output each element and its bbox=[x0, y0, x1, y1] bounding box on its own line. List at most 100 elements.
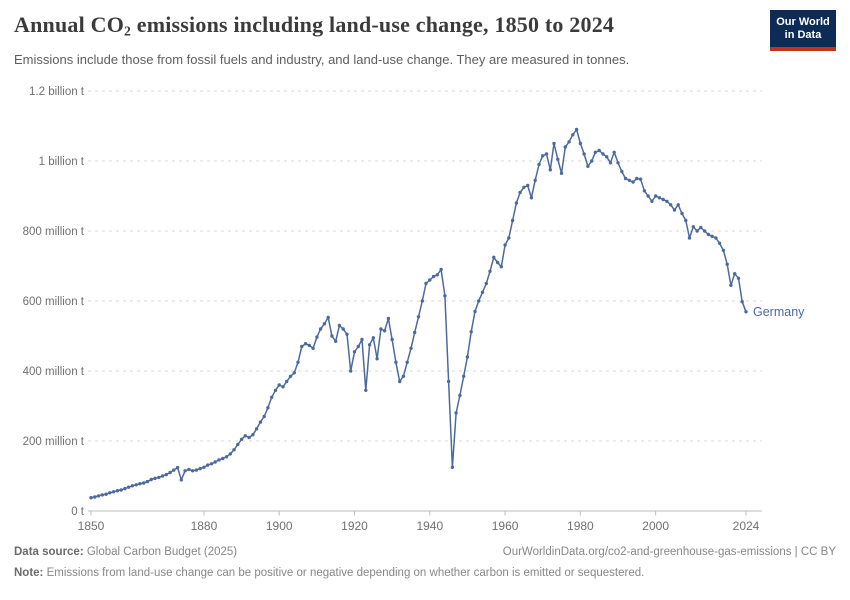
data-point[interactable] bbox=[375, 357, 379, 361]
data-point[interactable] bbox=[706, 232, 711, 237]
data-point[interactable] bbox=[356, 344, 360, 349]
data-point[interactable] bbox=[578, 141, 583, 146]
data-point[interactable] bbox=[126, 485, 131, 489]
data-point[interactable] bbox=[537, 162, 541, 167]
data-point[interactable] bbox=[104, 492, 108, 496]
data-point[interactable] bbox=[446, 379, 451, 384]
data-point[interactable] bbox=[695, 229, 699, 233]
data-point[interactable] bbox=[661, 197, 665, 202]
data-point[interactable] bbox=[631, 180, 635, 184]
data-point[interactable] bbox=[194, 468, 199, 472]
data-point[interactable] bbox=[416, 315, 421, 319]
data-point[interactable] bbox=[507, 236, 511, 240]
data-point[interactable] bbox=[665, 199, 669, 203]
data-point[interactable] bbox=[503, 243, 507, 247]
data-point[interactable] bbox=[541, 154, 545, 158]
data-point[interactable] bbox=[183, 469, 187, 473]
data-point[interactable] bbox=[115, 489, 120, 493]
data-point[interactable] bbox=[642, 189, 647, 193]
data-point[interactable] bbox=[367, 343, 372, 347]
data-point[interactable] bbox=[134, 483, 138, 487]
data-point[interactable] bbox=[601, 152, 605, 156]
data-point[interactable] bbox=[669, 203, 673, 207]
data-point[interactable] bbox=[337, 323, 342, 328]
data-point[interactable] bbox=[571, 133, 575, 137]
data-point[interactable] bbox=[254, 427, 259, 431]
data-point[interactable] bbox=[736, 276, 741, 280]
data-point[interactable] bbox=[221, 456, 225, 461]
data-point[interactable] bbox=[405, 360, 409, 364]
data-point[interactable] bbox=[315, 335, 319, 339]
data-point[interactable] bbox=[160, 474, 165, 478]
data-point[interactable] bbox=[657, 196, 662, 200]
data-point[interactable] bbox=[352, 350, 357, 354]
data-point[interactable] bbox=[187, 467, 191, 472]
data-point[interactable] bbox=[646, 194, 650, 198]
data-point[interactable] bbox=[224, 455, 229, 459]
data-point[interactable] bbox=[529, 196, 534, 200]
data-point[interactable] bbox=[262, 414, 266, 419]
data-point[interactable] bbox=[687, 236, 692, 240]
data-point[interactable] bbox=[721, 248, 726, 252]
data-point[interactable] bbox=[710, 234, 714, 238]
data-point[interactable] bbox=[574, 127, 579, 132]
data-point[interactable] bbox=[322, 322, 327, 326]
data-point[interactable] bbox=[435, 273, 439, 277]
data-point[interactable] bbox=[364, 388, 368, 392]
data-point[interactable] bbox=[232, 448, 236, 452]
data-point[interactable] bbox=[119, 488, 123, 492]
data-point[interactable] bbox=[620, 169, 624, 174]
data-point[interactable] bbox=[96, 494, 101, 498]
data-point[interactable] bbox=[597, 148, 601, 153]
data-point[interactable] bbox=[394, 360, 398, 364]
data-point[interactable] bbox=[175, 465, 180, 470]
data-point[interactable] bbox=[341, 327, 345, 331]
data-point[interactable] bbox=[627, 178, 631, 182]
data-point[interactable] bbox=[379, 327, 383, 331]
data-point[interactable] bbox=[469, 330, 473, 334]
data-point[interactable] bbox=[492, 255, 496, 259]
data-point[interactable] bbox=[526, 183, 530, 188]
data-point[interactable] bbox=[450, 465, 455, 469]
data-point[interactable] bbox=[638, 177, 643, 181]
data-point[interactable] bbox=[371, 336, 375, 340]
data-point[interactable] bbox=[382, 329, 387, 333]
data-point[interactable] bbox=[676, 203, 680, 207]
owid-logo[interactable]: Our World in Data bbox=[770, 10, 836, 51]
data-point[interactable] bbox=[108, 491, 112, 495]
entity-label-germany[interactable]: Germany bbox=[753, 305, 805, 319]
data-point[interactable] bbox=[439, 267, 443, 272]
data-point[interactable] bbox=[318, 327, 323, 331]
data-point[interactable] bbox=[288, 374, 293, 378]
data-point[interactable] bbox=[390, 337, 394, 342]
data-point[interactable] bbox=[563, 145, 567, 149]
data-point[interactable] bbox=[100, 493, 105, 497]
data-point[interactable] bbox=[744, 310, 748, 314]
data-point[interactable] bbox=[680, 211, 684, 216]
data-point[interactable] bbox=[612, 150, 616, 154]
data-point[interactable] bbox=[285, 379, 289, 384]
data-point[interactable] bbox=[733, 272, 737, 276]
data-point[interactable] bbox=[514, 201, 519, 205]
data-point[interactable] bbox=[281, 385, 285, 389]
data-point[interactable] bbox=[684, 218, 688, 223]
data-point[interactable] bbox=[740, 300, 744, 304]
data-point[interactable] bbox=[593, 150, 598, 154]
data-point[interactable] bbox=[650, 199, 654, 203]
data-point[interactable] bbox=[145, 479, 150, 484]
data-point[interactable] bbox=[300, 344, 304, 349]
data-point[interactable] bbox=[510, 218, 515, 223]
data-point[interactable] bbox=[239, 437, 244, 441]
data-point[interactable] bbox=[270, 395, 274, 399]
data-point[interactable] bbox=[277, 383, 281, 387]
data-point[interactable] bbox=[465, 355, 470, 359]
data-point[interactable] bbox=[360, 337, 364, 342]
data-point[interactable] bbox=[138, 482, 142, 486]
data-point[interactable] bbox=[334, 339, 338, 343]
data-point[interactable] bbox=[93, 495, 97, 499]
data-point[interactable] bbox=[729, 283, 733, 287]
data-point[interactable] bbox=[623, 176, 628, 181]
data-point[interactable] bbox=[518, 190, 522, 195]
data-point[interactable] bbox=[473, 309, 477, 314]
data-point[interactable] bbox=[217, 458, 221, 462]
